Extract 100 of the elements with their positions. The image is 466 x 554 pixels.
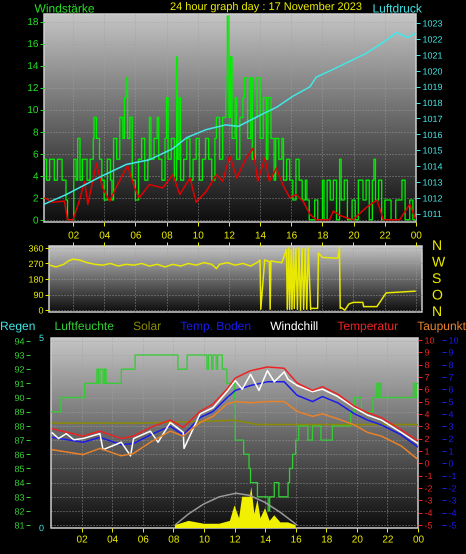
y-tick-label: 94 [14, 336, 24, 346]
y3-tick-label: 8 [448, 360, 454, 370]
y-tick-label: 93 [14, 350, 24, 361]
x-tick-label: 10 [198, 534, 210, 546]
x-tick-label: 18 [321, 534, 333, 546]
y2-tick-label: 1020 [422, 66, 443, 76]
y3-tick-label: -3 [448, 496, 457, 506]
y-tick-label: 10 [27, 105, 39, 116]
x-tick-label: 14 [260, 534, 272, 546]
y2-tick-label: 1011 [422, 209, 442, 220]
text: 5 [38, 333, 44, 343]
y3-tick-label: -2 [448, 483, 457, 494]
text: W [432, 254, 446, 270]
y-tick-label: 0 [32, 215, 39, 226]
y3-tick-label: 0 [448, 458, 454, 469]
y3-tick-label: -5 [448, 520, 457, 530]
text: Taupunkt [417, 319, 466, 333]
x-tick-label: 06 [138, 534, 150, 546]
y-tick-label: 88 [14, 421, 24, 432]
x-tick-label: 14 [254, 230, 267, 242]
y-tick-label: 18 [27, 17, 39, 28]
y-tick-label: 86 [14, 450, 24, 460]
y2-tick-label: 1021 [422, 50, 443, 60]
y3-tick-label: 1 [448, 446, 454, 456]
x-tick-label: 16 [286, 230, 298, 242]
y2-tick-label: 0 [424, 458, 430, 469]
y2-tick-label: 1014 [422, 162, 443, 172]
text: N [432, 237, 442, 253]
y-tick-label: 270 [28, 258, 44, 269]
y2-tick-label: -1 [424, 471, 433, 482]
x-tick-label: 12 [224, 230, 236, 242]
y-tick-label: 6 [32, 149, 39, 160]
y2-tick-label: 8 [424, 360, 430, 370]
y2-tick-label: 6 [424, 384, 430, 395]
y2-tick-label: 5 [424, 397, 430, 408]
line-series [44, 32, 416, 205]
y3-tick-label: 3 [448, 422, 454, 432]
line-series [51, 370, 418, 457]
x-tick-label: 20 [348, 230, 360, 242]
text: Windchill [270, 319, 318, 333]
y2-tick-label: 1013 [422, 177, 443, 188]
y3-tick-label: 5 [448, 397, 454, 408]
y3-tick-label: 9 [448, 348, 454, 358]
x-tick-label: 08 [168, 534, 180, 546]
y2-tick-label: 7 [424, 372, 430, 382]
y3-tick-label: 10 [448, 335, 459, 346]
y2-tick-label: 1 [424, 446, 430, 456]
y3-tick-label: 4 [448, 409, 454, 420]
x-tick-label: 18 [317, 230, 329, 242]
chart-title: 24 hour graph day : 17 November 2023 [170, 1, 362, 14]
x-tick-label: 12 [229, 534, 241, 546]
y-tick-label: 91 [14, 378, 24, 389]
y-tick-label: 0 [38, 306, 44, 316]
x-tick-label: 06 [130, 230, 142, 242]
y-tick-label: 87 [14, 436, 24, 446]
legend-label: Regen [0, 319, 36, 333]
y2-tick-label: 1019 [422, 82, 443, 92]
y-tick-label: 12 [27, 83, 39, 94]
y2-tick-label: 1022 [422, 34, 443, 45]
text: N [432, 303, 442, 319]
line-series [51, 400, 418, 460]
y2-tick-label: -3 [424, 496, 433, 506]
y2-tick-label: 2 [424, 434, 430, 444]
y3-tick-label: -1 [448, 471, 457, 482]
y-tick-label: 81 [14, 520, 24, 531]
y-tick-label: 360 [28, 243, 44, 254]
text: Temp. Boden [180, 319, 252, 333]
x-tick-label: 22 [380, 230, 392, 242]
x-tick-label: 04 [107, 534, 119, 546]
x-tick-label: 22 [382, 534, 394, 546]
y-tick-label: 85 [14, 464, 24, 474]
x-tick-label: 00 [410, 230, 422, 242]
y2-tick-label: 1015 [422, 146, 443, 156]
y-tick-label: 14 [27, 61, 39, 72]
y2-tick-label: -5 [424, 520, 433, 530]
y3-tick-label: 7 [448, 372, 454, 382]
y-tick-label: 180 [28, 274, 44, 284]
y2-tick-label: -4 [424, 508, 433, 518]
y2-tick-label: 1023 [422, 18, 443, 29]
x-tick-label: 10 [192, 230, 204, 242]
text: S [432, 270, 442, 286]
x-tick-label: 02 [68, 230, 80, 242]
x-tick-label: 08 [162, 230, 174, 242]
y-tick-label: 4 [32, 171, 39, 182]
y3-tick-label: 6 [448, 384, 454, 395]
x-tick-label: 20 [352, 534, 364, 546]
y2-tick-label: -2 [424, 483, 433, 494]
y-tick-label: 83 [14, 492, 24, 502]
text: Temperatur [337, 319, 398, 333]
y2-tick-label: 3 [424, 422, 430, 432]
x-tick-label: 00 [412, 534, 424, 546]
x-tick-label: 04 [99, 230, 111, 242]
text: Luftfeuchte [54, 319, 114, 333]
line-series [51, 381, 418, 448]
y2-tick-label: 10 [424, 335, 435, 346]
y-tick-label: 89 [14, 407, 24, 418]
y-tick-label: 2 [32, 193, 39, 204]
y2-tick-label: 1016 [422, 130, 443, 140]
text: O [432, 286, 443, 302]
y-tick-label: 8 [32, 127, 39, 138]
